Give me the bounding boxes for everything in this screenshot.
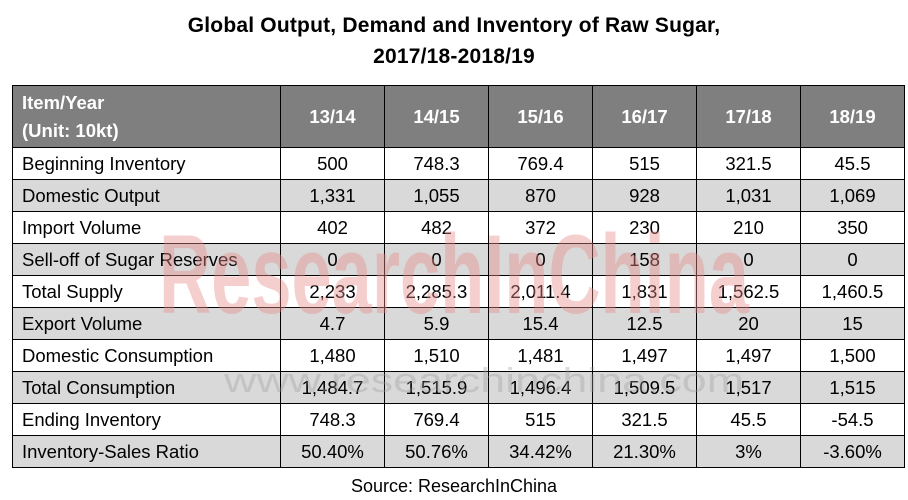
unit-label: (Unit: 10kt) (22, 119, 119, 141)
year-header: 18/19 (800, 85, 905, 148)
table-row: Domestic Consumption 1,480 1,510 1,481 1,497… (12, 339, 905, 372)
table-cell: 769.4 (488, 147, 593, 180)
table-cell: 50.40% (280, 435, 385, 468)
table-cell: 1,055 (384, 179, 489, 212)
table-cell: 1,515 (800, 371, 905, 404)
table-cell: 748.3 (280, 403, 385, 436)
table-cell: 0 (488, 243, 593, 276)
table-cell: 45.5 (800, 147, 905, 180)
row-label: Import Volume (12, 211, 281, 244)
row-label: Ending Inventory (12, 403, 281, 436)
table-row: Total Supply 2,233 2,285.3 2,011.4 1,831 1,56… (12, 275, 905, 308)
table-cell: 0 (696, 243, 801, 276)
year-header: 16/17 (592, 85, 697, 148)
table-cell: 372 (488, 211, 593, 244)
table-cell: 21.30% (592, 435, 697, 468)
table-cell: 402 (280, 211, 385, 244)
year-header: 15/16 (488, 85, 593, 148)
table-cell: 1,515.9 (384, 371, 489, 404)
row-label: Domestic Output (12, 179, 281, 212)
table-cell: 230 (592, 211, 697, 244)
year-header: 17/18 (696, 85, 801, 148)
table-cell: 5.9 (384, 307, 489, 340)
table-cell: 1,069 (800, 179, 905, 212)
table-cell: 0 (280, 243, 385, 276)
table-cell: 158 (592, 243, 697, 276)
table-cell: 1,460.5 (800, 275, 905, 308)
table-cell: 4.7 (280, 307, 385, 340)
table-cell: 1,500 (800, 339, 905, 372)
table-cell: 1,562.5 (696, 275, 801, 308)
title-line-1: Global Output, Demand and Inventory of R… (187, 14, 721, 37)
item-year-header: Item/Year (Unit: 10kt) (12, 85, 281, 148)
table-cell: 350 (800, 211, 905, 244)
table-body: Beginning Inventory 500 748.3 769.4 515 321.5… (12, 147, 905, 468)
table-cell: 1,497 (696, 339, 801, 372)
table-cell: 20 (696, 307, 801, 340)
row-label: Export Volume (12, 307, 281, 340)
table-cell: 500 (280, 147, 385, 180)
table-row: Total Consumption 1,484.7 1,515.9 1,496.4 1,… (12, 371, 905, 404)
table-cell: 1,496.4 (488, 371, 593, 404)
row-label: Sell-off of Sugar Reserves (12, 243, 281, 276)
table-cell: 748.3 (384, 147, 489, 180)
row-label: Inventory-Sales Ratio (12, 435, 281, 468)
table-cell: 1,517 (696, 371, 801, 404)
table-cell: 34.42% (488, 435, 593, 468)
table-cell: 45.5 (696, 403, 801, 436)
table-cell: 12.5 (592, 307, 697, 340)
table-row: Ending Inventory 748.3 769.4 515 321.5 45.5 -5… (12, 403, 905, 436)
table-cell: 515 (488, 403, 593, 436)
table-cell: 769.4 (384, 403, 489, 436)
table-row: Export Volume 4.7 5.9 15.4 12.5 20 15 (12, 307, 905, 340)
table-cell: 928 (592, 179, 697, 212)
table-cell: 1,497 (592, 339, 697, 372)
table-cell: 1,831 (592, 275, 697, 308)
title-line-2: 2017/18-2018/19 (373, 45, 535, 68)
year-header: 13/14 (280, 85, 385, 148)
table-row: Import Volume 402 482 372 230 210 350 (12, 211, 905, 244)
source-note: Source: ResearchInChina (350, 476, 558, 496)
table-cell: 0 (384, 243, 489, 276)
table-cell: 2,285.3 (384, 275, 489, 308)
table-row: Beginning Inventory 500 748.3 769.4 515 321.5… (12, 147, 905, 180)
row-label: Beginning Inventory (12, 147, 281, 180)
row-label: Total Consumption (12, 371, 281, 404)
table-row: Sell-off of Sugar Reserves 0 0 0 158 0 0 (12, 243, 905, 276)
table-cell: 321.5 (592, 403, 697, 436)
table-cell: 870 (488, 179, 593, 212)
year-header: 14/15 (384, 85, 489, 148)
row-label: Total Supply (12, 275, 281, 308)
table-row: Domestic Output 1,331 1,055 870 928 1,031 1,06… (12, 179, 905, 212)
item-year-label: Item/Year (22, 91, 105, 113)
page-title: Global Output, Demand and Inventory of R… (0, 10, 908, 72)
table-cell: 0 (800, 243, 905, 276)
table-cell: 1,510 (384, 339, 489, 372)
table-cell: 1,480 (280, 339, 385, 372)
table-cell: 1,509.5 (592, 371, 697, 404)
table-cell: 321.5 (696, 147, 801, 180)
row-label: Domestic Consumption (12, 339, 281, 372)
table-cell: -54.5 (800, 403, 905, 436)
table-cell: 1,481 (488, 339, 593, 372)
table-row: Inventory-Sales Ratio 50.40% 50.76% 34.42% 2… (12, 435, 905, 468)
table-cell: 1,331 (280, 179, 385, 212)
table-cell: -3.60% (800, 435, 905, 468)
table-cell: 1,484.7 (280, 371, 385, 404)
sugar-table: Item/Year (Unit: 10kt) 13/14 14/15 15/16… (12, 85, 905, 468)
table-cell: 210 (696, 211, 801, 244)
table-cell: 482 (384, 211, 489, 244)
table-cell: 15 (800, 307, 905, 340)
table-cell: 50.76% (384, 435, 489, 468)
table-cell: 2,011.4 (488, 275, 593, 308)
table-cell: 3% (696, 435, 801, 468)
table-cell: 15.4 (488, 307, 593, 340)
table-cell: 1,031 (696, 179, 801, 212)
table-cell: 515 (592, 147, 697, 180)
table-cell: 2,233 (280, 275, 385, 308)
header-row: Item/Year (Unit: 10kt) 13/14 14/15 15/16… (12, 85, 905, 148)
